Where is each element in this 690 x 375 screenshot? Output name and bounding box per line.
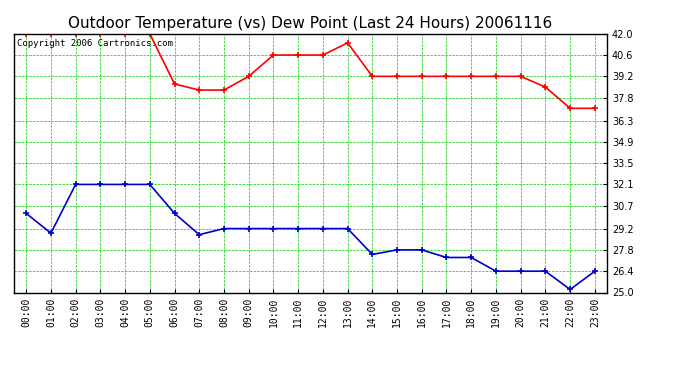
Text: Copyright 2006 Cartronics.com: Copyright 2006 Cartronics.com xyxy=(17,39,172,48)
Title: Outdoor Temperature (vs) Dew Point (Last 24 Hours) 20061116: Outdoor Temperature (vs) Dew Point (Last… xyxy=(68,16,553,31)
